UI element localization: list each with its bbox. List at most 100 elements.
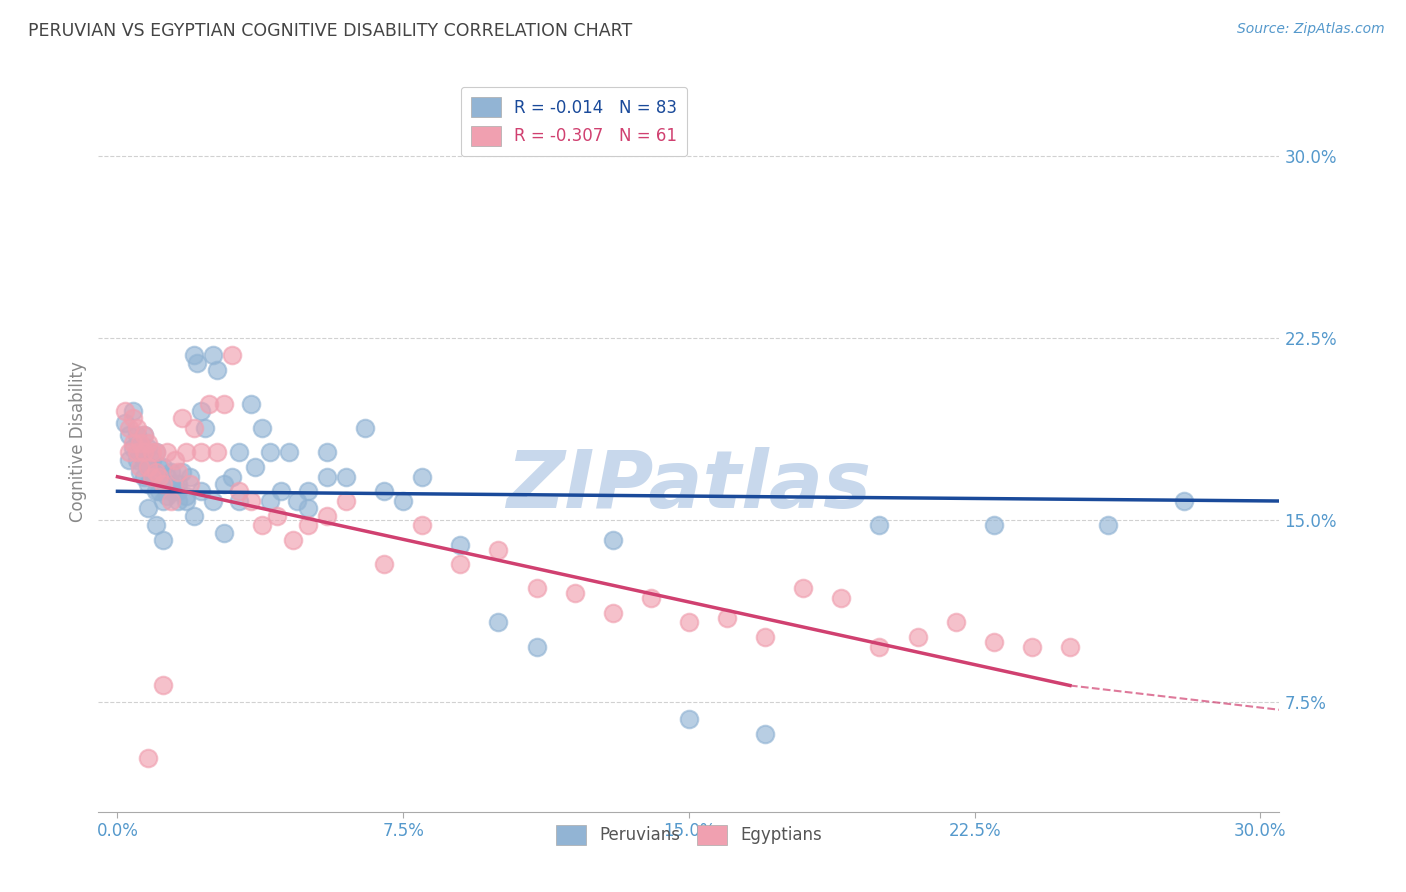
Point	[121, 411, 143, 425]
Legend: Peruvians, Egyptians: Peruvians, Egyptians	[550, 818, 828, 852]
Point	[602, 606, 624, 620]
Point	[156, 469, 179, 483]
Point	[449, 557, 471, 571]
Point	[1173, 494, 1195, 508]
Point	[297, 518, 319, 533]
Point	[136, 435, 159, 450]
Point	[205, 363, 228, 377]
Point	[259, 494, 281, 508]
Point	[392, 494, 415, 508]
Point	[136, 477, 159, 491]
Point	[152, 494, 174, 508]
Point	[136, 751, 159, 765]
Point	[183, 508, 205, 523]
Point	[526, 582, 548, 596]
Point	[174, 494, 197, 508]
Point	[373, 557, 395, 571]
Point	[145, 518, 167, 533]
Point	[221, 348, 243, 362]
Point	[411, 518, 433, 533]
Point	[564, 586, 586, 600]
Point	[136, 460, 159, 475]
Point	[983, 635, 1005, 649]
Point	[190, 445, 212, 459]
Point	[118, 452, 141, 467]
Point	[141, 469, 163, 483]
Point	[121, 404, 143, 418]
Text: ZIPatlas: ZIPatlas	[506, 447, 872, 525]
Point	[297, 501, 319, 516]
Point	[152, 533, 174, 547]
Point	[335, 494, 357, 508]
Point	[134, 452, 156, 467]
Point	[179, 477, 201, 491]
Point	[159, 484, 181, 499]
Point	[281, 533, 304, 547]
Point	[252, 421, 274, 435]
Point	[316, 445, 339, 459]
Point	[152, 477, 174, 491]
Point	[201, 494, 224, 508]
Point	[228, 445, 250, 459]
Point	[129, 465, 152, 479]
Point	[136, 460, 159, 475]
Point	[125, 445, 148, 459]
Point	[125, 421, 148, 435]
Point	[163, 452, 186, 467]
Point	[449, 538, 471, 552]
Y-axis label: Cognitive Disability: Cognitive Disability	[69, 361, 87, 522]
Text: Source: ZipAtlas.com: Source: ZipAtlas.com	[1237, 22, 1385, 37]
Point	[212, 525, 235, 540]
Point	[239, 397, 262, 411]
Point	[159, 477, 181, 491]
Point	[134, 428, 156, 442]
Point	[186, 356, 208, 370]
Point	[983, 518, 1005, 533]
Point	[316, 508, 339, 523]
Point	[678, 713, 700, 727]
Point	[792, 582, 814, 596]
Point	[868, 518, 890, 533]
Point	[118, 445, 141, 459]
Point	[148, 484, 170, 499]
Point	[121, 441, 143, 455]
Point	[167, 465, 190, 479]
Point	[163, 484, 186, 499]
Point	[488, 542, 510, 557]
Point	[868, 640, 890, 654]
Point	[118, 428, 141, 442]
Point	[145, 484, 167, 499]
Point	[194, 421, 217, 435]
Point	[145, 465, 167, 479]
Point	[179, 469, 201, 483]
Point	[134, 469, 156, 483]
Point	[121, 435, 143, 450]
Point	[602, 533, 624, 547]
Point	[125, 428, 148, 442]
Point	[129, 460, 152, 475]
Point	[159, 494, 181, 508]
Point	[145, 445, 167, 459]
Point	[221, 469, 243, 483]
Point	[1059, 640, 1081, 654]
Point	[830, 591, 852, 606]
Point	[167, 477, 190, 491]
Point	[678, 615, 700, 630]
Point	[118, 421, 141, 435]
Point	[205, 445, 228, 459]
Point	[134, 445, 156, 459]
Point	[156, 489, 179, 503]
Point	[141, 445, 163, 459]
Point	[252, 518, 274, 533]
Point	[129, 435, 152, 450]
Point	[190, 404, 212, 418]
Text: PERUVIAN VS EGYPTIAN COGNITIVE DISABILITY CORRELATION CHART: PERUVIAN VS EGYPTIAN COGNITIVE DISABILIT…	[28, 22, 633, 40]
Point	[136, 501, 159, 516]
Point	[335, 469, 357, 483]
Point	[907, 630, 929, 644]
Point	[354, 421, 377, 435]
Point	[152, 477, 174, 491]
Point	[1097, 518, 1119, 533]
Point	[167, 484, 190, 499]
Point	[228, 494, 250, 508]
